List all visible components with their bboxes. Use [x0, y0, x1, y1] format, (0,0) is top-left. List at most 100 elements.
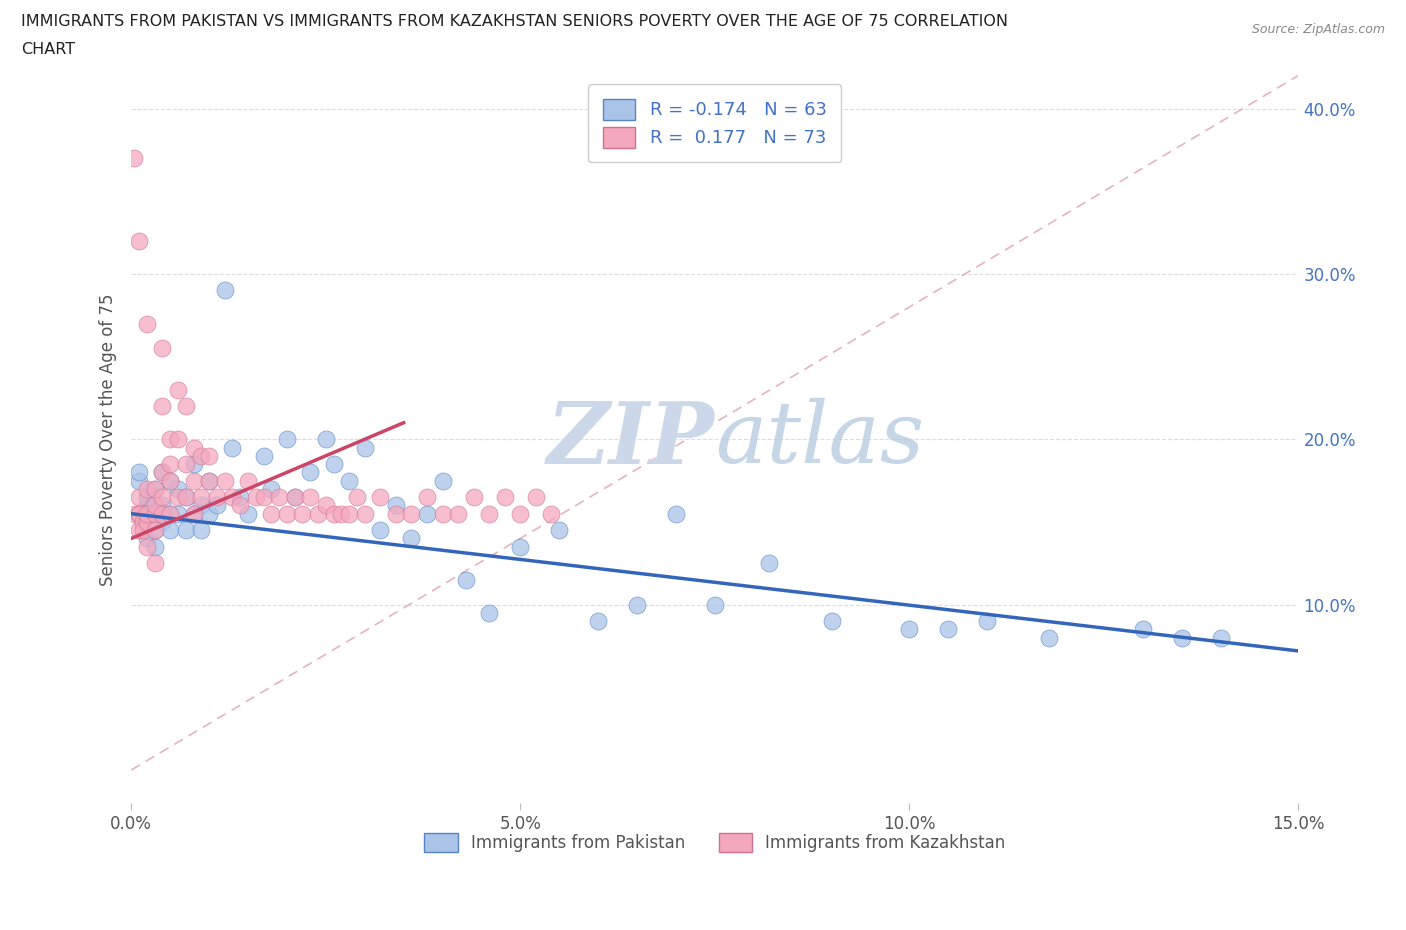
Point [229, 498, 252, 512]
Point [167, 482, 190, 497]
Point [132, 514, 155, 529]
Point [174, 399, 197, 414]
Point [1038, 631, 1060, 645]
Legend: Immigrants from Pakistan, Immigrants from Kazakhstan: Immigrants from Pakistan, Immigrants fro… [416, 824, 1014, 860]
Point [353, 506, 375, 521]
Point [174, 490, 197, 505]
Point [368, 490, 391, 505]
Point [586, 614, 609, 629]
Text: IMMIGRANTS FROM PAKISTAN VS IMMIGRANTS FROM KAZAKHSTAN SENIORS POVERTY OVER THE : IMMIGRANTS FROM PAKISTAN VS IMMIGRANTS F… [21, 14, 1008, 29]
Point [198, 448, 221, 463]
Point [167, 432, 190, 446]
Point [1209, 631, 1232, 645]
Point [540, 506, 562, 521]
Point [205, 498, 228, 512]
Point [128, 523, 150, 538]
Point [299, 490, 322, 505]
Point [150, 465, 173, 480]
Point [143, 523, 166, 538]
Point [401, 506, 423, 521]
Point [626, 597, 648, 612]
Point [135, 316, 157, 331]
Point [190, 498, 212, 512]
Point [385, 506, 408, 521]
Point [150, 399, 173, 414]
Point [183, 506, 205, 521]
Point [190, 448, 212, 463]
Point [1132, 622, 1154, 637]
Point [269, 490, 291, 505]
Point [221, 440, 243, 455]
Point [159, 432, 181, 446]
Point [236, 473, 259, 488]
Point [174, 457, 197, 472]
Point [252, 448, 274, 463]
Point [229, 490, 252, 505]
Point [401, 531, 423, 546]
Point [143, 539, 166, 554]
Point [143, 523, 166, 538]
Point [284, 490, 307, 505]
Text: atlas: atlas [714, 398, 924, 481]
Point [128, 233, 150, 248]
Point [509, 506, 531, 521]
Point [936, 622, 959, 637]
Point [143, 482, 166, 497]
Point [494, 490, 516, 505]
Point [976, 614, 998, 629]
Point [353, 440, 375, 455]
Point [132, 523, 155, 538]
Point [416, 490, 439, 505]
Point [478, 605, 501, 620]
Text: Source: ZipAtlas.com: Source: ZipAtlas.com [1251, 23, 1385, 36]
Point [183, 506, 205, 521]
Point [159, 457, 181, 472]
Point [150, 465, 173, 480]
Point [214, 473, 236, 488]
Point [128, 473, 150, 488]
Point [385, 498, 408, 512]
Point [135, 506, 157, 521]
Point [260, 482, 283, 497]
Point [122, 151, 145, 166]
Point [416, 506, 439, 521]
Point [337, 473, 360, 488]
Point [245, 490, 267, 505]
Point [432, 506, 454, 521]
Point [368, 523, 391, 538]
Point [276, 432, 298, 446]
Point [124, 506, 146, 521]
Point [322, 506, 344, 521]
Point [150, 490, 173, 505]
Point [509, 539, 531, 554]
Point [198, 473, 221, 488]
Point [322, 457, 344, 472]
Point [167, 506, 190, 521]
Point [135, 498, 157, 512]
Point [135, 514, 157, 529]
Point [183, 473, 205, 488]
Point [205, 490, 228, 505]
Point [174, 490, 197, 505]
Point [150, 506, 173, 521]
Point [454, 572, 477, 587]
Point [150, 514, 173, 529]
Point [143, 506, 166, 521]
Point [183, 440, 205, 455]
Point [346, 490, 368, 505]
Point [135, 490, 157, 505]
Point [299, 465, 322, 480]
Point [128, 465, 150, 480]
Point [128, 506, 150, 521]
Point [167, 382, 190, 397]
Point [159, 506, 181, 521]
Point [665, 506, 688, 521]
Point [135, 539, 157, 554]
Point [337, 506, 360, 521]
Point [758, 556, 780, 571]
Point [159, 473, 181, 488]
Point [128, 506, 150, 521]
Point [315, 498, 337, 512]
Point [159, 473, 181, 488]
Point [307, 506, 329, 521]
